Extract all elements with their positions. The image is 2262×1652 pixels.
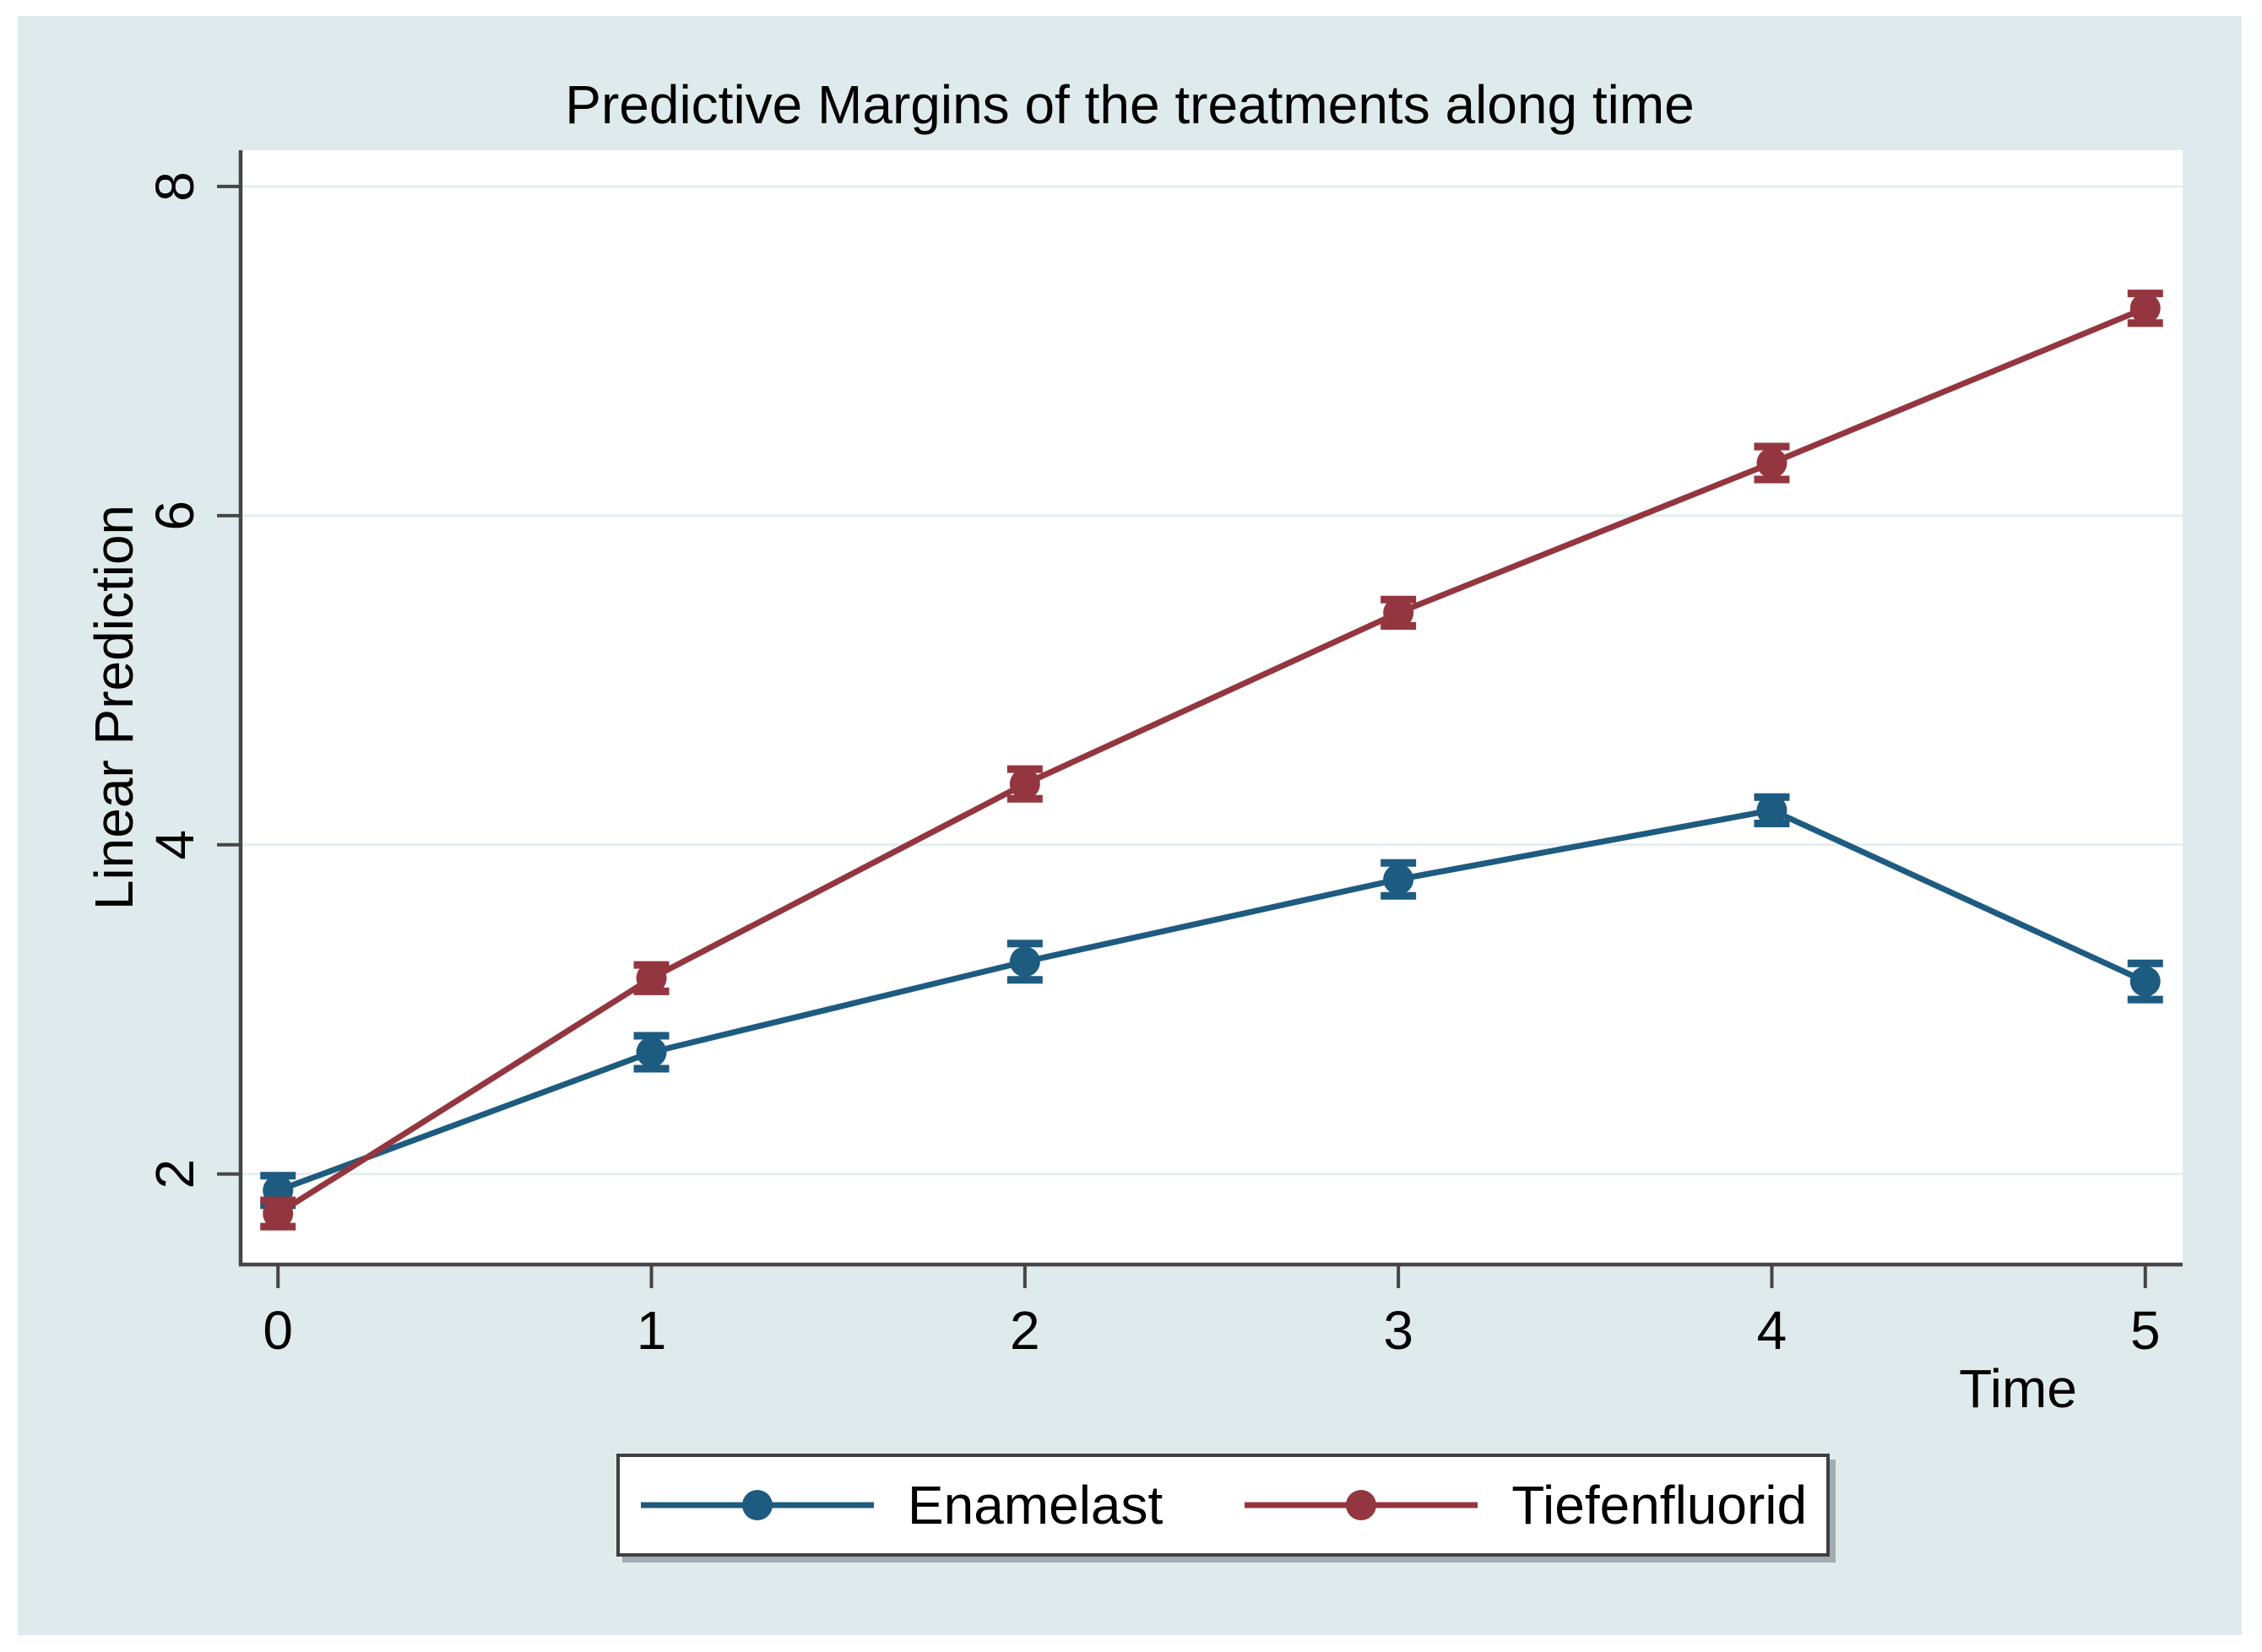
y-tick-label-4: 4 xyxy=(144,830,205,860)
tiefenfluorid-line-marker-icon xyxy=(1245,1490,1478,1520)
x-tick-label-4: 4 xyxy=(1757,1300,1787,1361)
data-point-enamelast-5 xyxy=(2129,966,2161,997)
legend-label-tiefenfluorid: Tiefenfluorid xyxy=(1511,1475,1808,1536)
data-point-tiefenfluorid-0 xyxy=(263,1198,294,1229)
data-point-tiefenfluorid-2 xyxy=(1009,768,1040,799)
data-point-tiefenfluorid-5 xyxy=(2129,293,2161,324)
data-point-enamelast-1 xyxy=(636,1037,667,1068)
series-line-enamelast xyxy=(277,807,2147,1194)
y-tick-label-6: 6 xyxy=(144,501,205,531)
legend: Enamelast Tiefenfluorid xyxy=(616,1454,1830,1557)
x-tick-label-2: 2 xyxy=(1010,1300,1040,1361)
y-tick-label-8: 8 xyxy=(144,171,205,202)
x-tick-label-5: 5 xyxy=(2130,1300,2161,1361)
data-point-tiefenfluorid-1 xyxy=(636,962,667,994)
data-point-tiefenfluorid-3 xyxy=(1383,597,1414,628)
legend-entry-tiefenfluorid: Tiefenfluorid xyxy=(1243,1474,1807,1536)
x-tick-label-3: 3 xyxy=(1383,1300,1413,1361)
legend-entry-enamelast: Enamelast xyxy=(639,1474,1163,1536)
y-tick-label-2: 2 xyxy=(144,1159,205,1189)
data-point-enamelast-2 xyxy=(1009,946,1040,978)
data-point-enamelast-4 xyxy=(1756,794,1787,826)
x-axis-title: Time xyxy=(1959,1358,2077,1419)
chart-title: Predictive Margins of the treatments alo… xyxy=(565,74,1695,135)
x-tick-label-0: 0 xyxy=(263,1300,293,1361)
enamelast-line-marker-icon xyxy=(640,1490,874,1520)
x-tick-label-1: 1 xyxy=(637,1300,667,1361)
data-point-tiefenfluorid-4 xyxy=(1756,447,1787,479)
series-line-tiefenfluorid xyxy=(276,305,2147,1216)
plot-area xyxy=(241,150,2183,1265)
y-axis-title: Linear Prediction xyxy=(84,504,144,911)
legend-label-enamelast: Enamelast xyxy=(907,1475,1164,1536)
data-point-enamelast-3 xyxy=(1383,864,1414,895)
